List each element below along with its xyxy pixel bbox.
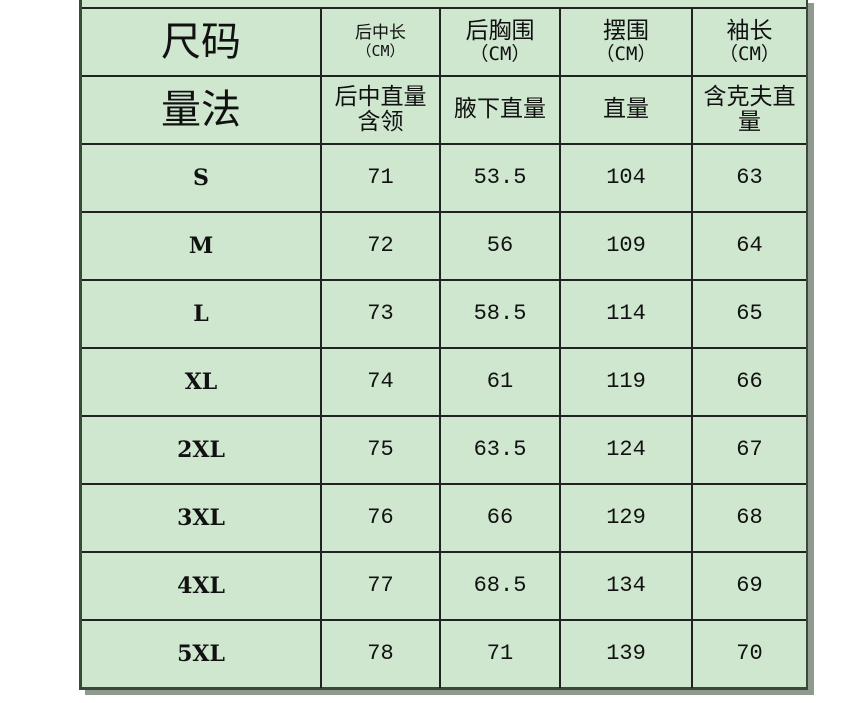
value-cell: 76 bbox=[320, 483, 441, 553]
value-cell: 114 bbox=[559, 279, 693, 349]
value-cell: 66 bbox=[439, 483, 561, 553]
method-cell: 含克夫直量 bbox=[691, 75, 806, 144]
value-cell: 71 bbox=[439, 619, 561, 688]
method-cell: 后中直量含领 bbox=[320, 75, 441, 144]
value-cell: 139 bbox=[559, 619, 693, 688]
size-cell: 4XL bbox=[82, 551, 322, 621]
method-cell: 直量 bbox=[559, 75, 693, 144]
value-cell: 78 bbox=[320, 619, 441, 688]
value-cell: 53.5 bbox=[439, 143, 561, 213]
table-row: XL 74 61 119 66 bbox=[82, 347, 806, 417]
value-cell: 68.5 bbox=[439, 551, 561, 621]
method-row: 量法 后中直量含领 腋下直量 直量 含克夫直量 bbox=[82, 75, 806, 144]
size-cell: M bbox=[82, 211, 322, 281]
table-row: 2XL 75 63.5 124 67 bbox=[82, 415, 806, 485]
size-cell: S bbox=[82, 143, 322, 213]
column-unit: （CM） bbox=[469, 43, 531, 66]
value-cell: 68 bbox=[691, 483, 806, 553]
table-row: 3XL 76 66 129 68 bbox=[82, 483, 806, 553]
value-cell: 66 bbox=[691, 347, 806, 417]
column-header: 后中长 （CM） bbox=[320, 7, 441, 77]
value-cell: 70 bbox=[691, 619, 806, 688]
size-cell: L bbox=[82, 279, 322, 349]
size-cell: 3XL bbox=[82, 483, 322, 553]
value-cell: 75 bbox=[320, 415, 441, 485]
value-cell: 134 bbox=[559, 551, 693, 621]
value-cell: 74 bbox=[320, 347, 441, 417]
value-cell: 64 bbox=[691, 211, 806, 281]
value-cell: 72 bbox=[320, 211, 441, 281]
value-cell: 77 bbox=[320, 551, 441, 621]
table-row: M 72 56 109 64 bbox=[82, 211, 806, 281]
size-cell: 2XL bbox=[82, 415, 322, 485]
table-row: S 71 53.5 104 63 bbox=[82, 143, 806, 213]
table-row: 4XL 77 68.5 134 69 bbox=[82, 551, 806, 621]
value-cell: 119 bbox=[559, 347, 693, 417]
value-cell: 58.5 bbox=[439, 279, 561, 349]
value-cell: 67 bbox=[691, 415, 806, 485]
value-cell: 124 bbox=[559, 415, 693, 485]
value-cell: 71 bbox=[320, 143, 441, 213]
column-header: 后胸围 （CM） bbox=[439, 7, 561, 77]
value-cell: 73 bbox=[320, 279, 441, 349]
size-cell: XL bbox=[82, 347, 322, 417]
value-cell: 69 bbox=[691, 551, 806, 621]
value-cell: 109 bbox=[559, 211, 693, 281]
column-name: 后中长 bbox=[355, 23, 406, 44]
method-cell: 腋下直量 bbox=[439, 75, 561, 144]
value-cell: 65 bbox=[691, 279, 806, 349]
table-row: 5XL 78 71 139 70 bbox=[82, 619, 806, 688]
column-name: 摆围 bbox=[603, 17, 649, 44]
table-row: L 73 58.5 114 65 bbox=[82, 279, 806, 349]
size-chart: 尺码 后中长 （CM） 后胸围 （CM） 摆围 （CM） 袖长 （CM） 量法 后中直量… bbox=[79, 0, 808, 690]
column-unit: （CM） bbox=[356, 42, 405, 61]
value-cell: 61 bbox=[439, 347, 561, 417]
value-cell: 63.5 bbox=[439, 415, 561, 485]
method-label: 量法 bbox=[82, 75, 322, 144]
value-cell: 104 bbox=[559, 143, 693, 213]
header-row: 尺码 后中长 （CM） 后胸围 （CM） 摆围 （CM） 袖长 （CM） bbox=[82, 7, 806, 77]
size-table: 尺码 后中长 （CM） 后胸围 （CM） 摆围 （CM） 袖长 （CM） 量法 后中直量… bbox=[82, 7, 806, 688]
column-name: 袖长 bbox=[726, 17, 773, 44]
column-unit: （CM） bbox=[595, 43, 657, 66]
value-cell: 56 bbox=[439, 211, 561, 281]
column-unit: （CM） bbox=[719, 43, 780, 66]
column-name: 后胸围 bbox=[465, 17, 535, 44]
column-header: 袖长 （CM） bbox=[691, 7, 806, 77]
value-cell: 129 bbox=[559, 483, 693, 553]
size-label: 尺码 bbox=[82, 7, 322, 77]
column-header: 摆围 （CM） bbox=[559, 7, 693, 77]
value-cell: 63 bbox=[691, 143, 806, 213]
size-cell: 5XL bbox=[82, 619, 322, 688]
